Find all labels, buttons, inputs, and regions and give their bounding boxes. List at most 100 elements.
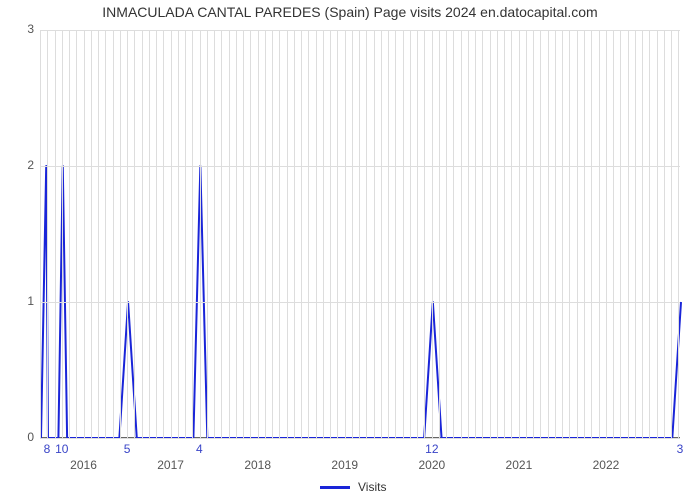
grid-line-v: [490, 30, 491, 438]
grid-line-v: [301, 30, 302, 438]
grid-line-v: [163, 30, 164, 438]
grid-line-v: [76, 30, 77, 438]
grid-line-v: [308, 30, 309, 438]
chart-title: INMACULADA CANTAL PAREDES (Spain) Page v…: [0, 4, 700, 20]
grid-line-v: [424, 30, 425, 438]
grid-line-v: [178, 30, 179, 438]
x-tick-label: 2019: [325, 458, 365, 472]
grid-line-v: [374, 30, 375, 438]
grid-line-v: [504, 30, 505, 438]
top-annotation: 5: [115, 442, 139, 456]
grid-line-v: [229, 30, 230, 438]
grid-line-v: [628, 30, 629, 438]
grid-line-v: [91, 30, 92, 438]
top-annotation: 12: [420, 442, 444, 456]
grid-line-v: [599, 30, 600, 438]
grid-line-v: [345, 30, 346, 438]
grid-line-v: [250, 30, 251, 438]
grid-line-v: [664, 30, 665, 438]
y-tick-label: 3: [12, 22, 34, 36]
grid-line-v: [548, 30, 549, 438]
grid-line-v: [258, 30, 259, 438]
x-tick-label: 2022: [586, 458, 626, 472]
grid-line-v: [526, 30, 527, 438]
grid-line-v: [236, 30, 237, 438]
legend-swatch: [320, 486, 350, 489]
x-tick-label: 2021: [499, 458, 539, 472]
grid-line-v: [461, 30, 462, 438]
grid-line-v: [323, 30, 324, 438]
grid-line-v: [613, 30, 614, 438]
grid-line-v: [403, 30, 404, 438]
grid-line-v: [678, 30, 679, 438]
grid-line-v: [642, 30, 643, 438]
grid-line-v: [127, 30, 128, 438]
grid-line-v: [453, 30, 454, 438]
grid-line-v: [388, 30, 389, 438]
grid-line-v: [446, 30, 447, 438]
grid-line-v: [577, 30, 578, 438]
grid-line-v: [366, 30, 367, 438]
grid-line-v: [279, 30, 280, 438]
grid-line-v: [671, 30, 672, 438]
x-tick-label: 2020: [412, 458, 452, 472]
grid-line-v: [98, 30, 99, 438]
grid-line-v: [207, 30, 208, 438]
grid-line-v: [316, 30, 317, 438]
grid-line-v: [105, 30, 106, 438]
grid-line-v: [417, 30, 418, 438]
grid-line-v: [482, 30, 483, 438]
grid-line-v: [200, 30, 201, 438]
grid-line-v: [635, 30, 636, 438]
grid-line-v: [352, 30, 353, 438]
grid-line-v: [620, 30, 621, 438]
grid-line-v: [272, 30, 273, 438]
grid-line-h: [40, 438, 680, 439]
legend-label: Visits: [358, 480, 386, 494]
grid-line-v: [533, 30, 534, 438]
grid-line-v: [555, 30, 556, 438]
grid-line-v: [265, 30, 266, 438]
grid-line-v: [562, 30, 563, 438]
grid-line-v: [591, 30, 592, 438]
grid-line-v: [156, 30, 157, 438]
grid-line-v: [62, 30, 63, 438]
grid-line-v: [540, 30, 541, 438]
grid-line-v: [171, 30, 172, 438]
grid-line-v: [468, 30, 469, 438]
grid-line-v: [221, 30, 222, 438]
grid-line-v: [649, 30, 650, 438]
x-tick-label: 2016: [64, 458, 104, 472]
grid-line-v: [47, 30, 48, 438]
grid-line-v: [185, 30, 186, 438]
top-annotation: 10: [50, 442, 74, 456]
top-annotation: 4: [187, 442, 211, 456]
y-tick-label: 1: [12, 294, 34, 308]
grid-line-v: [287, 30, 288, 438]
y-tick-label: 2: [12, 158, 34, 172]
grid-line-v: [584, 30, 585, 438]
grid-line-v: [381, 30, 382, 438]
grid-line-v: [511, 30, 512, 438]
grid-line-v: [497, 30, 498, 438]
grid-line-v: [337, 30, 338, 438]
grid-line-v: [606, 30, 607, 438]
grid-line-v: [84, 30, 85, 438]
x-tick-label: 2018: [238, 458, 278, 472]
grid-line-v: [569, 30, 570, 438]
y-tick-label: 0: [12, 430, 34, 444]
grid-line-v: [475, 30, 476, 438]
grid-line-v: [330, 30, 331, 438]
grid-line-v: [657, 30, 658, 438]
grid-line-v: [439, 30, 440, 438]
grid-line-v: [40, 30, 41, 438]
grid-line-v: [243, 30, 244, 438]
grid-line-v: [359, 30, 360, 438]
grid-line-v: [519, 30, 520, 438]
grid-line-v: [142, 30, 143, 438]
grid-line-v: [55, 30, 56, 438]
grid-line-v: [69, 30, 70, 438]
series-line: [41, 30, 681, 438]
grid-line-v: [432, 30, 433, 438]
grid-line-v: [214, 30, 215, 438]
